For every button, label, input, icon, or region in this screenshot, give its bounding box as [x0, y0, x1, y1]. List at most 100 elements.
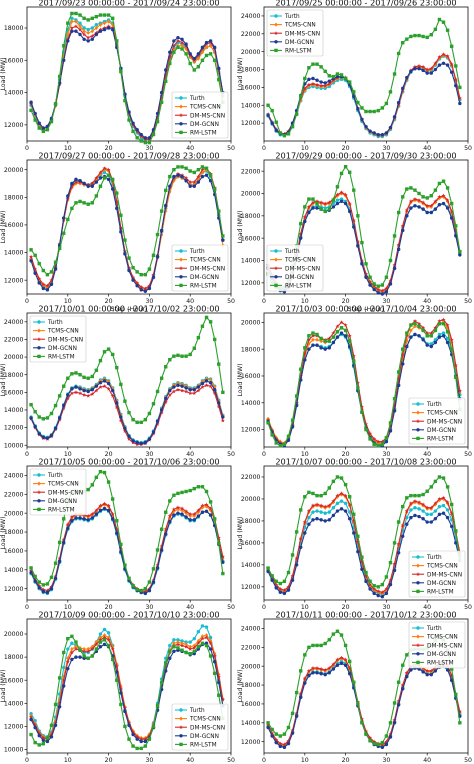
- data-point: [290, 711, 295, 716]
- y-tick-label: 14000: [4, 250, 24, 257]
- data-point: [102, 25, 107, 30]
- x-tick-label: 30: [382, 757, 390, 764]
- data-point: [106, 347, 111, 351]
- data-point: [176, 381, 180, 386]
- data-point: [94, 509, 99, 514]
- data-point: [102, 379, 107, 383]
- data-point: [159, 93, 164, 98]
- data-point: [404, 670, 409, 675]
- data-point: [65, 659, 70, 664]
- data-point: [441, 20, 446, 24]
- y-tick-label: 14000: [4, 567, 24, 574]
- x-axis-label: Step (Hour): [111, 305, 148, 313]
- legend-label: TCMS-CNN: [426, 564, 458, 570]
- legend-marker: [36, 337, 42, 341]
- data-point: [98, 503, 103, 508]
- data-point: [208, 377, 213, 383]
- data-point: [437, 512, 442, 517]
- data-point: [164, 669, 168, 673]
- data-point: [352, 531, 356, 535]
- data-point: [33, 271, 37, 275]
- data-point: [151, 253, 156, 258]
- data-point: [122, 428, 128, 433]
- legend-marker: [416, 555, 420, 559]
- data-point: [135, 587, 139, 592]
- legend-label: Turth: [189, 96, 205, 102]
- data-point: [78, 516, 82, 520]
- data-point: [384, 742, 389, 747]
- data-point: [37, 743, 41, 747]
- data-point: [33, 253, 37, 258]
- data-point: [82, 517, 86, 521]
- data-point: [294, 112, 299, 116]
- data-point: [163, 527, 168, 532]
- y-axis-label: Load (MW): [0, 57, 7, 90]
- plot-area: [263, 159, 469, 295]
- data-point: [396, 376, 401, 381]
- data-point: [37, 276, 42, 281]
- y-tick-label: 14000: [241, 562, 261, 569]
- data-point: [388, 421, 393, 425]
- chart-panel-4: 2017/09/29 00:00:00 - 2017/09/30 23:00:0…: [237, 151, 472, 314]
- data-point: [196, 385, 201, 389]
- data-point: [135, 440, 139, 445]
- data-point: [457, 95, 462, 100]
- data-point: [286, 741, 291, 746]
- data-point: [70, 206, 74, 211]
- data-point: [421, 68, 425, 73]
- y-tick-label: 12000: [241, 427, 261, 434]
- data-point: [282, 745, 287, 750]
- data-point: [327, 79, 331, 83]
- plot-area: [26, 618, 232, 754]
- data-point: [82, 388, 86, 393]
- x-tick-label: 20: [342, 451, 350, 458]
- data-point: [454, 224, 458, 228]
- data-point: [315, 78, 319, 82]
- legend-marker: [179, 716, 183, 721]
- data-point: [306, 337, 311, 342]
- data-point: [307, 645, 311, 650]
- data-point: [319, 643, 323, 648]
- x-tick-label: 40: [423, 757, 431, 764]
- data-point: [286, 584, 291, 589]
- data-point: [303, 346, 307, 350]
- data-point: [204, 489, 209, 494]
- data-point: [151, 577, 156, 582]
- x-tick-label: 10: [301, 757, 309, 764]
- data-point: [408, 501, 413, 506]
- data-point: [82, 32, 87, 37]
- series-dm-ms-cnn: [28, 383, 225, 447]
- data-point: [127, 576, 131, 580]
- data-point: [82, 16, 86, 21]
- data-point: [458, 101, 462, 106]
- data-point: [355, 239, 360, 244]
- data-point: [339, 633, 344, 637]
- x-tick-label: 20: [342, 757, 350, 764]
- data-point: [70, 634, 74, 639]
- data-point: [327, 665, 332, 670]
- data-point: [396, 210, 401, 215]
- data-point: [126, 720, 132, 725]
- data-point: [110, 25, 115, 30]
- data-point: [363, 422, 369, 426]
- data-point: [188, 52, 192, 56]
- data-point: [445, 28, 450, 32]
- data-point: [110, 511, 115, 516]
- data-point: [331, 198, 336, 202]
- chart-title: 2017/09/27 00:00:00 - 2017/09/28 23:00:0…: [38, 151, 219, 161]
- data-point: [331, 335, 336, 339]
- data-point: [102, 383, 107, 388]
- data-point: [66, 194, 70, 198]
- data-point: [335, 324, 340, 329]
- data-point: [179, 40, 185, 45]
- data-point: [290, 578, 295, 582]
- data-point: [401, 195, 405, 199]
- data-point: [208, 500, 213, 504]
- data-point: [433, 328, 438, 333]
- data-point: [417, 507, 421, 511]
- data-point: [441, 52, 446, 57]
- data-point: [212, 187, 217, 191]
- data-point: [421, 517, 425, 521]
- data-point: [57, 74, 62, 79]
